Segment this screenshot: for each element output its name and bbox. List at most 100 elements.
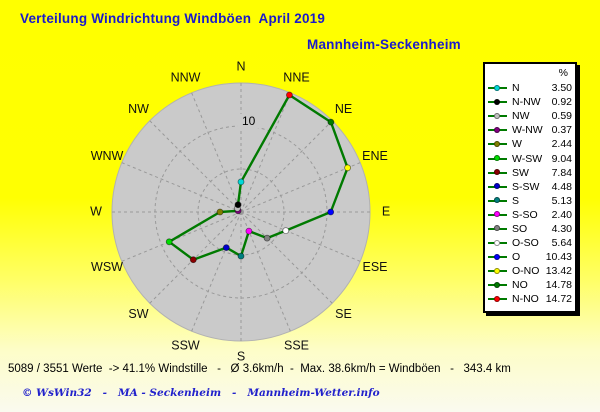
legend-direction-label: N-NW <box>512 96 541 109</box>
legend-direction-label: SO <box>512 222 528 235</box>
data-point-NNW <box>234 201 242 209</box>
legend-direction-label: NW <box>512 110 530 123</box>
legend-percentage-value: 3.50 <box>551 82 572 95</box>
legend-dot-icon <box>494 197 500 204</box>
legend-line-marker-icon <box>488 140 507 147</box>
station-name: Mannheim-Seckenheim <box>307 37 461 52</box>
ring-label-bg <box>238 114 260 128</box>
legend-dot-icon <box>494 169 500 176</box>
data-point-SW <box>189 256 197 264</box>
legend-dot-icon <box>494 126 500 133</box>
legend-row: W-SW 9.04 <box>488 151 572 165</box>
legend-percentage-value: 2.40 <box>551 208 572 221</box>
legend-row: O 10.43 <box>488 250 572 264</box>
legend-direction-label: O-NO <box>512 265 540 278</box>
legend-line-marker-icon <box>488 112 507 119</box>
legend-line-marker-icon <box>488 225 507 232</box>
legend-row: W 2.44 <box>488 137 572 151</box>
direction-label-W: W <box>90 204 102 218</box>
legend-line-marker-icon <box>488 197 507 204</box>
legend-line-marker-icon <box>488 281 507 288</box>
legend-row: S 5.13 <box>488 194 572 208</box>
data-point-SE <box>263 234 271 242</box>
legend-line-marker-icon <box>488 98 507 105</box>
legend-line-marker-icon <box>488 169 507 176</box>
legend-line-marker-icon <box>488 183 507 190</box>
ring-value-label: 10 <box>242 114 256 128</box>
page-title: Verteilung Windrichtung Windböen April 2… <box>20 11 326 26</box>
legend-percentage-value: 13.42 <box>545 265 572 278</box>
legend-direction-label: O-SO <box>512 237 539 250</box>
data-point-E <box>327 208 335 216</box>
data-point-W <box>216 208 224 216</box>
legend-direction-label: W-NW <box>512 124 543 137</box>
legend-row: O-NO 13.42 <box>488 264 572 278</box>
legend-row: N 3.50 <box>488 81 572 95</box>
legend-row: NO 14.78 <box>488 278 572 292</box>
legend-box: % N 3.50 N-NW 0.92 NW 0.59 W-NW 0.37 W 2.44 W-SW 9.… <box>483 62 577 313</box>
statistics-line: 5089 / 3551 Werte -> 41.1% Windstille - … <box>8 363 511 375</box>
legend-row: NW 0.59 <box>488 109 572 123</box>
legend-percentage-value: 7.84 <box>551 166 572 179</box>
data-point-NNE <box>285 91 293 99</box>
legend-dot-icon <box>494 112 500 119</box>
legend-direction-label: O <box>512 251 521 264</box>
legend-percentage-value: 0.37 <box>551 124 572 137</box>
direction-label-SSW: SSW <box>171 338 200 352</box>
legend-line-marker-icon <box>488 84 507 91</box>
direction-label-NW: NW <box>128 102 149 116</box>
data-point-NE <box>327 118 335 126</box>
legend-direction-label: W-SW <box>512 152 543 165</box>
legend-percentage-value: 14.72 <box>545 293 572 306</box>
legend-dot-icon <box>494 239 500 246</box>
legend-dot-icon <box>494 267 500 274</box>
legend-direction-label: N-NO <box>512 293 539 306</box>
legend-row: SW 7.84 <box>488 166 572 180</box>
legend-percentage-value: 4.30 <box>551 222 572 235</box>
legend-line-marker-icon <box>488 211 507 218</box>
legend-dot-icon <box>494 183 500 190</box>
direction-label-WSW: WSW <box>91 260 123 274</box>
legend-direction-label: S <box>512 194 520 207</box>
direction-label-SE: SE <box>335 307 352 321</box>
legend-line-marker-icon <box>488 253 507 260</box>
legend-line-marker-icon <box>488 126 507 133</box>
legend-percentage-value: 9.04 <box>551 152 572 165</box>
legend-percentage-value: 0.92 <box>551 96 572 109</box>
data-point-SSW <box>222 244 230 252</box>
legend-direction-label: N <box>512 82 520 95</box>
direction-label-WNW: WNW <box>91 149 124 163</box>
legend-percentage-value: 10.43 <box>545 251 572 264</box>
legend-dot-icon <box>494 225 500 232</box>
legend-row: N-NO 14.72 <box>488 292 572 306</box>
legend-percentage-value: 2.44 <box>551 138 572 151</box>
legend-direction-label: S-SW <box>512 180 540 193</box>
legend-dot-icon <box>494 253 500 260</box>
legend-direction-label: SW <box>512 166 529 179</box>
direction-label-SSE: SSE <box>284 338 309 352</box>
legend-row: W-NW 0.37 <box>488 123 572 137</box>
legend-dot-icon <box>494 140 500 147</box>
legend-row: SO 4.30 <box>488 222 572 236</box>
data-point-ENE <box>344 164 352 172</box>
legend-percentage-value: 14.78 <box>545 279 572 292</box>
data-point-N <box>237 178 245 186</box>
legend-direction-label: W <box>512 138 522 151</box>
legend-unit-header: % <box>558 67 568 79</box>
direction-label-NNW: NNW <box>171 70 201 84</box>
direction-label-ENE: ENE <box>362 149 388 163</box>
legend-percentage-value: 0.59 <box>551 110 572 123</box>
copyright-line: © WsWin32 - MA - Seckenheim - Mannheim-W… <box>22 387 380 399</box>
direction-label-ESE: ESE <box>362 260 387 274</box>
direction-label-S: S <box>237 349 245 363</box>
data-point-S <box>237 252 245 260</box>
legend-percentage-value: 4.48 <box>551 180 572 193</box>
direction-label-E: E <box>382 204 390 218</box>
direction-label-N: N <box>236 59 245 73</box>
legend-dot-icon <box>494 84 500 91</box>
legend-dot-icon <box>494 211 500 218</box>
legend-line-marker-icon <box>488 267 507 274</box>
data-point-SSE <box>245 227 253 235</box>
